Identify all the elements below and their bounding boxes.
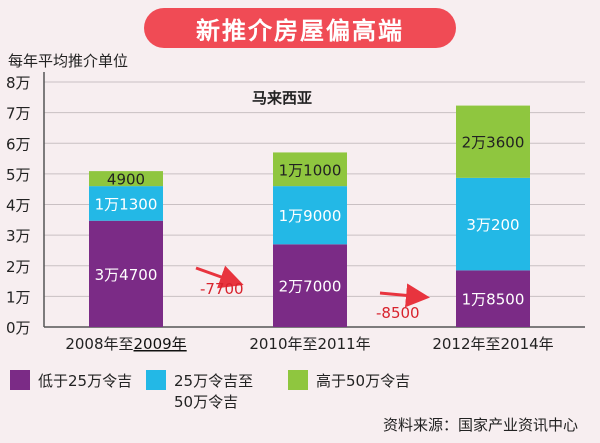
legend-item-high: 高于50万令吉 bbox=[288, 370, 410, 391]
y-tick-label: 8万 bbox=[6, 74, 31, 92]
bar-segment bbox=[273, 186, 347, 245]
legend-label-mid: 25万令吉至 50万令吉 bbox=[174, 372, 254, 411]
data-label: 1万1300 bbox=[95, 195, 158, 213]
legend-item-mid: 25万令吉至 50万令吉 bbox=[146, 370, 253, 412]
bar-segment bbox=[456, 177, 530, 271]
legend-label-high: 高于50万令吉 bbox=[316, 372, 411, 390]
legend-label-low: 低于25万令吉 bbox=[38, 372, 133, 390]
y-tick-label: 0万 bbox=[6, 319, 31, 337]
data-label: 1万9000 bbox=[279, 207, 342, 225]
data-label: 2万3600 bbox=[462, 134, 525, 152]
y-tick-label: 3万 bbox=[6, 227, 31, 245]
bar-segment bbox=[456, 105, 530, 178]
y-tick-label: 7万 bbox=[6, 105, 31, 123]
legend-swatch-high bbox=[288, 370, 308, 390]
y-axis-label: 每年平均推介单位 bbox=[8, 52, 129, 70]
data-label: 1万1000 bbox=[279, 161, 342, 179]
data-label: 4900 bbox=[107, 171, 145, 189]
change-arrow bbox=[379, 283, 430, 308]
data-label: 3万4700 bbox=[95, 266, 158, 284]
x-tick-label: 2012年至2014年 bbox=[432, 335, 553, 353]
bar-segment bbox=[89, 171, 163, 187]
change-label: -7700 bbox=[200, 280, 244, 298]
data-label: 1万8500 bbox=[462, 291, 525, 309]
change-arrow bbox=[195, 265, 244, 289]
chart-title: 新推介房屋偏高端 bbox=[144, 8, 456, 48]
bar-segment bbox=[273, 244, 347, 327]
legend-swatch-mid bbox=[146, 370, 166, 390]
y-tick-label: 6万 bbox=[6, 135, 31, 153]
y-tick-label: 4万 bbox=[6, 197, 31, 215]
data-label: 3万200 bbox=[466, 216, 519, 234]
legend-swatch-low bbox=[10, 370, 30, 390]
bar-segment bbox=[273, 152, 347, 187]
source-note: 资料来源：国家产业资讯中心 bbox=[382, 416, 578, 434]
x-tick-label: 2010年至2011年 bbox=[249, 335, 370, 353]
y-tick-label: 2万 bbox=[6, 258, 31, 276]
bar-segment bbox=[89, 220, 163, 327]
bar-segment bbox=[89, 186, 163, 221]
chart-subtitle: 马来西亚 bbox=[252, 89, 312, 107]
y-tick-label: 1万 bbox=[6, 288, 31, 306]
bar-segment bbox=[456, 270, 530, 327]
y-tick-label: 5万 bbox=[6, 166, 31, 184]
data-label: 2万7000 bbox=[279, 278, 342, 296]
legend-item-low: 低于25万令吉 bbox=[10, 370, 132, 391]
change-label: -8500 bbox=[376, 304, 420, 322]
x-tick-label: 2008年至2009年 bbox=[65, 335, 186, 353]
